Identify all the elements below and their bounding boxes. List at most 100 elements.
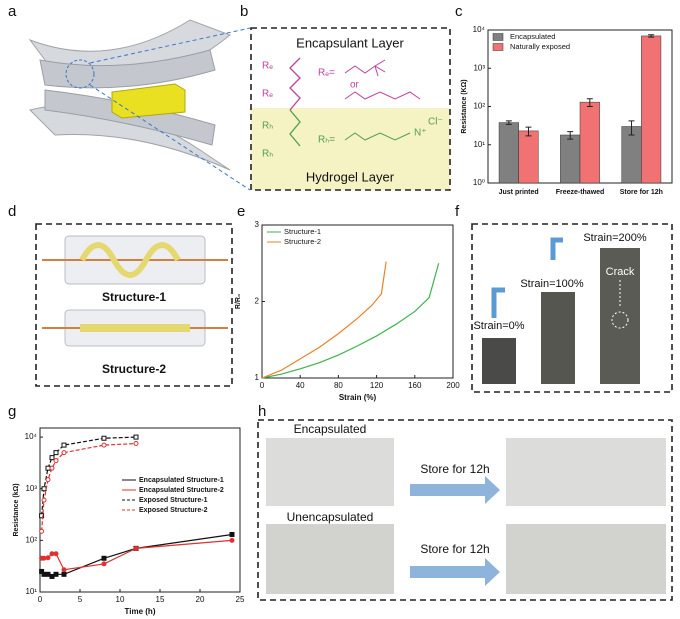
x-tick-label: 80 <box>334 381 343 390</box>
marker <box>61 450 67 456</box>
panel-label: c <box>455 3 463 20</box>
row-label: Unencapsulated <box>287 510 374 524</box>
marker <box>39 513 45 519</box>
legend-swatch <box>492 43 504 51</box>
group-label: Rₑ <box>262 61 273 72</box>
marker <box>53 450 59 456</box>
x-tick-label: 120 <box>370 381 384 390</box>
marker <box>53 551 59 557</box>
panel-label: e <box>237 203 245 220</box>
marker <box>41 555 47 561</box>
legend-label: Naturally exposed <box>510 42 570 51</box>
group-def: Rₑ= <box>318 68 335 79</box>
side-chain <box>344 132 411 141</box>
panel-label: d <box>8 203 16 220</box>
marker <box>45 465 51 471</box>
error-bar <box>628 120 635 136</box>
line <box>261 263 440 379</box>
y-tick-label: 1 <box>255 373 260 382</box>
marker <box>61 571 67 577</box>
panel-b-frame <box>250 27 451 191</box>
legend-label: Encapsulated Structure-1 <box>139 477 224 484</box>
photo <box>266 524 394 594</box>
photo <box>506 438 666 506</box>
bar <box>579 101 600 184</box>
panel-label: a <box>8 3 17 20</box>
side-chain <box>344 91 421 100</box>
line <box>41 436 137 516</box>
group-label: Rₕ <box>262 149 273 160</box>
y-tick-label: 10² <box>25 535 37 544</box>
line <box>261 261 387 379</box>
legend-label: Exposed Structure-1 <box>139 497 208 504</box>
marker <box>101 561 107 567</box>
y-tick-label: 10⁴ <box>25 432 38 441</box>
marker <box>49 455 55 461</box>
error-bar <box>567 131 574 140</box>
panel-label: g <box>8 403 16 420</box>
y-tick-label: 10² <box>473 102 485 111</box>
group-label: Rₑ <box>262 89 273 100</box>
marker <box>41 497 47 503</box>
device-illustration <box>28 19 251 191</box>
marker <box>133 545 139 551</box>
side-chain <box>344 59 386 77</box>
photo <box>482 338 516 384</box>
x-axis-label: Time (h) <box>125 607 156 616</box>
crack-label: Crack <box>606 266 635 278</box>
photo <box>266 438 394 506</box>
marker <box>45 571 51 577</box>
x-tick-label: Just printed <box>499 189 539 196</box>
arrow <box>550 237 563 260</box>
x-tick-label: 20 <box>196 595 205 604</box>
marker <box>49 465 55 471</box>
y-tick-label: 2 <box>255 297 260 306</box>
x-tick-label: 0 <box>260 381 265 390</box>
layer-label: Hydrogel Layer <box>306 169 395 184</box>
structure-label: Structure-1 <box>102 290 166 304</box>
arrow <box>410 558 500 586</box>
marker <box>45 555 51 561</box>
strain-label: Strain=0% <box>473 320 524 332</box>
y-tick-label: 10³ <box>25 484 37 493</box>
marker <box>61 442 67 448</box>
photo <box>541 292 575 384</box>
y-tick-label: 10³ <box>473 63 485 72</box>
line <box>41 539 233 571</box>
marker <box>53 458 59 464</box>
y-tick-label: 10⁴ <box>473 25 486 34</box>
marker <box>49 551 55 557</box>
y-axis-label: Resistance (KΩ) <box>461 79 468 133</box>
marker <box>41 486 47 492</box>
y-axis-label: Resistance (kΩ) <box>13 483 20 536</box>
x-tick-label: Freeze-thawed <box>556 189 605 196</box>
arrow <box>491 287 505 318</box>
marker <box>133 441 139 447</box>
strain-label: Strain=200% <box>583 232 647 244</box>
marker <box>101 555 107 561</box>
legend-label: Encapsulated Structure-2 <box>139 487 224 494</box>
marker <box>101 442 107 448</box>
x-tick-label: 25 <box>236 595 245 604</box>
marker <box>45 477 51 483</box>
error-bar <box>586 98 593 107</box>
group-def: Rₕ= <box>318 135 335 146</box>
y-tick-label: 10⁰ <box>473 178 485 187</box>
legend-label: Structure-1 <box>284 227 321 236</box>
arrow-label: Store for 12h <box>420 542 489 556</box>
bar <box>641 35 662 184</box>
layer-label: Encapsulant Layer <box>296 35 404 50</box>
x-tick-label: 0 <box>38 595 43 604</box>
bar <box>498 122 519 184</box>
bar <box>560 134 581 184</box>
trace <box>79 242 181 278</box>
marker <box>133 434 139 440</box>
error-bar <box>648 34 655 38</box>
bar <box>518 130 539 184</box>
photo <box>600 248 640 384</box>
error-bar <box>525 126 532 137</box>
x-tick-label: Store for 12h <box>620 189 663 196</box>
x-axis-label: Strain (%) <box>339 393 377 402</box>
strain-label: Strain=100% <box>520 278 584 290</box>
